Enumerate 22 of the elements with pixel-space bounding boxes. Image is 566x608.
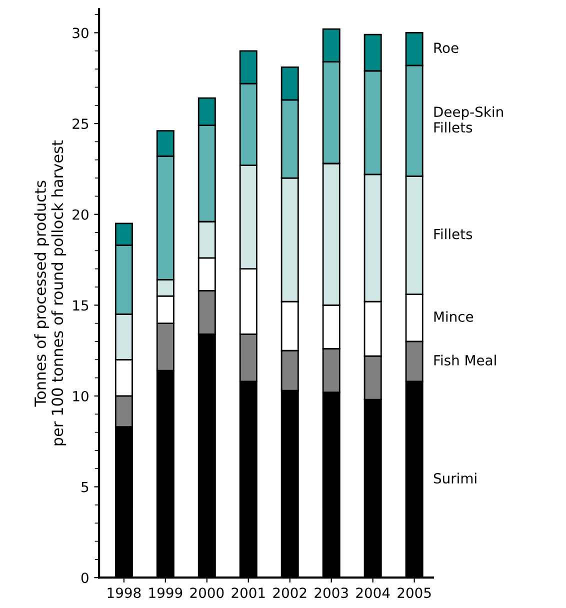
x-tick-label: 2000 (190, 588, 224, 598)
x-tick-label: 2004 (356, 588, 390, 598)
x-tick-label: 2002 (273, 588, 306, 598)
y-axis-title: Tonnes of processed products per 100 tonnes of round pollock harvest (34, 140, 66, 446)
series-label: Surimi (434, 472, 476, 484)
y-tick-label: 20 (72, 209, 88, 220)
series-label: Roe (434, 42, 458, 54)
series-label: Deep-Skin Fillets (434, 106, 503, 133)
y-tick-label: 5 (82, 482, 88, 492)
series-label: Fillets (434, 228, 472, 240)
series-label: Mince (434, 311, 474, 322)
y-tick-label: 0 (81, 572, 88, 584)
y-tick-label: 25 (72, 118, 88, 130)
x-tick-label: 2003 (314, 588, 348, 598)
y-tick-label: 10 (73, 390, 88, 402)
y-tick-label: 30 (72, 28, 88, 38)
series-label: Fish Meal (434, 354, 496, 366)
x-tick-label: 2005 (398, 588, 431, 598)
y-tick-label: 15 (73, 300, 88, 311)
x-tick-label: 2001 (232, 588, 265, 598)
x-tick-label: 1998 (108, 588, 141, 598)
x-tick-label: 1999 (149, 588, 182, 598)
